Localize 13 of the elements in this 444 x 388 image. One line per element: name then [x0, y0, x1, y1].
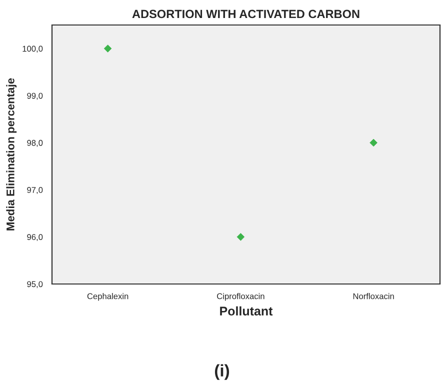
- y-tick-label: 100,0: [22, 46, 43, 53]
- x-tick-label: Norfloxacin: [353, 293, 394, 300]
- y-tick-label: 96,0: [27, 234, 43, 241]
- y-tick-label: 99,0: [27, 92, 43, 100]
- y-tick-label: 95,0: [27, 281, 43, 288]
- chart-title: ADSORTION WITH ACTIVATED CARBON: [132, 10, 360, 18]
- x-axis-title: Pollutant: [220, 306, 273, 316]
- x-tick-label: Cephalexin: [87, 293, 128, 301]
- y-axis-title: Media Elimination percentaje: [6, 78, 17, 230]
- y-tick-label: 98,0: [27, 140, 43, 147]
- x-tick-label: Ciprofloxacin: [217, 293, 264, 301]
- y-tick-label: 97,0: [27, 187, 43, 194]
- text: (i): [214, 364, 230, 380]
